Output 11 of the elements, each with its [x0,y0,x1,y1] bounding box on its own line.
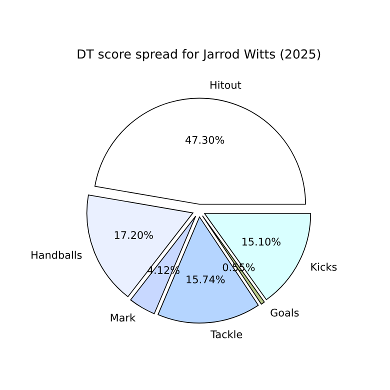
data-label: 47.30% [185,136,224,144]
data-label: 15.10% [242,238,280,246]
slice-label: Kicks [311,262,337,271]
slice-label: Hitout [210,80,242,89]
slice-label: Tackle [210,330,242,338]
slice-label: Handballs [32,250,82,259]
data-label: 17.20% [114,231,153,239]
slice-label: Goals [270,308,299,317]
data-label: 15.74% [186,275,225,284]
chart-title: DT score spread for Jarrod Witts (2025) [78,49,320,62]
slice-label: Mark [110,314,136,322]
